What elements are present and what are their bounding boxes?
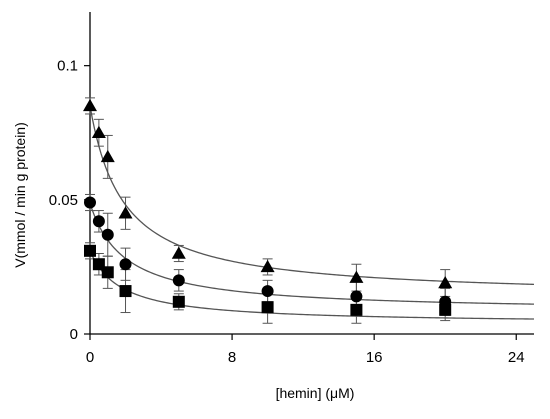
data-point-circle: [172, 274, 185, 287]
data-point-triangle: [100, 149, 115, 163]
data-point-triangle: [260, 259, 275, 273]
fit-curve-triangle: [89, 105, 535, 286]
data-point-triangle: [438, 276, 453, 289]
data-point-square: [84, 244, 96, 257]
x-tick-label: 0: [86, 349, 94, 366]
data-point-square: [439, 303, 452, 316]
fit-curve-circle: [89, 203, 535, 305]
data-point-triangle: [171, 246, 186, 259]
data-point-square: [350, 303, 363, 316]
data-point-triangle: [91, 125, 106, 138]
data-point-square: [261, 301, 274, 314]
x-tick-label: 24: [508, 349, 525, 366]
data-point-square: [172, 295, 185, 308]
x-tick-label: 16: [366, 349, 383, 366]
y-tick-label: 0.1: [57, 58, 78, 75]
data-point-triangle: [83, 98, 97, 112]
data-point-triangle: [118, 206, 133, 219]
y-tick-label: 0: [70, 326, 78, 343]
ticks: 0 8 16 24 0 0.05 0.1: [49, 58, 525, 366]
data-point-circle: [261, 285, 274, 298]
data-point-square: [101, 266, 114, 279]
data-point-circle: [92, 215, 105, 228]
y-tick-label: 0.05: [49, 192, 78, 209]
data-point-circle: [84, 196, 96, 209]
data-markers: [83, 98, 453, 316]
data-point-square: [119, 285, 132, 298]
data-point-circle: [101, 228, 114, 241]
data-point-circle: [119, 258, 132, 271]
fit-curve-square: [89, 250, 535, 320]
data-point-triangle: [349, 270, 364, 283]
fit-curves: [89, 105, 535, 320]
data-point-circle: [350, 290, 363, 303]
y-axis-title: V(mmol / min g protein): [12, 122, 28, 267]
axes: [89, 12, 534, 335]
x-axis-title: [hemin] (μM): [276, 385, 355, 401]
x-tick-label: 8: [228, 349, 236, 366]
